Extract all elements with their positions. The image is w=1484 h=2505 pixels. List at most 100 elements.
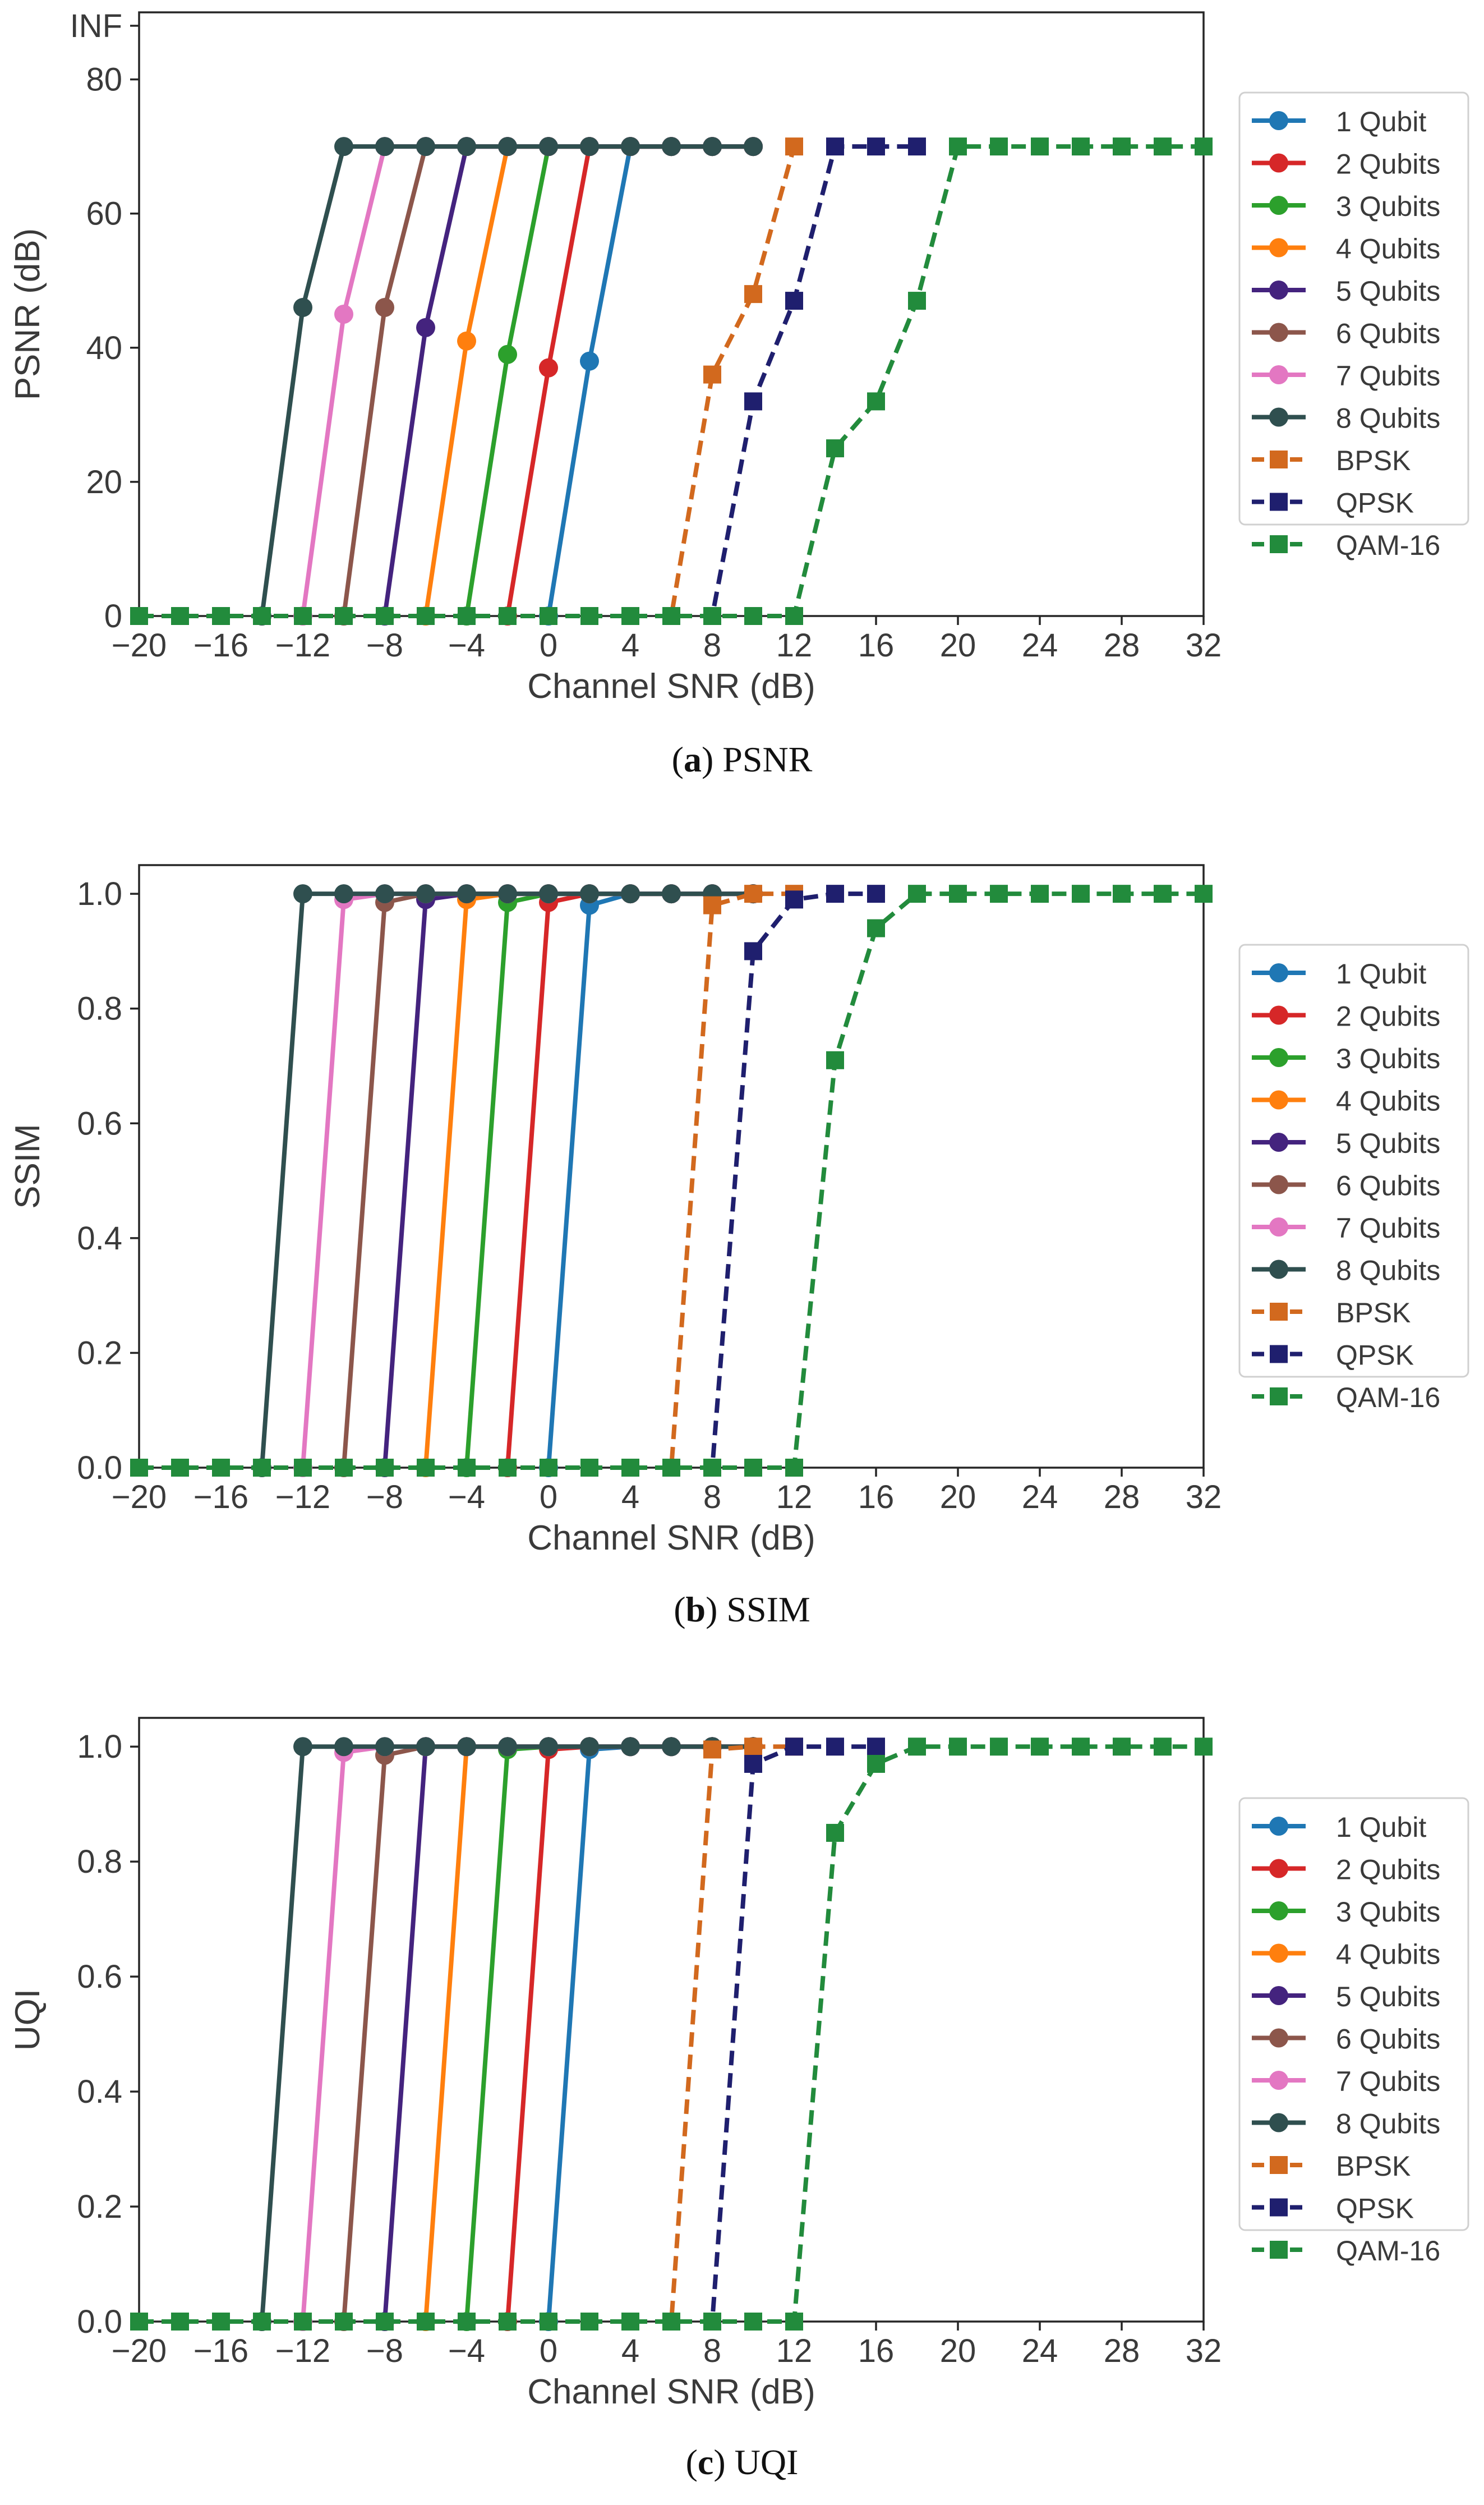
data-point-qam-16 <box>1195 137 1213 156</box>
data-point-8-qubits <box>334 137 353 157</box>
data-point-qam-16 <box>621 1459 639 1477</box>
legend-marker-7-qubits <box>1269 2071 1288 2090</box>
legend-label-2-qubits: 2 Qubits <box>1336 1854 1440 1886</box>
data-point-qam-16 <box>744 2313 762 2331</box>
legend-marker-3-qubits <box>1269 1901 1288 1920</box>
legend-label-qpsk: QPSK <box>1336 2193 1414 2224</box>
legend-label-8-qubits: 8 Qubits <box>1336 2108 1440 2140</box>
data-point-qam-16 <box>949 137 967 156</box>
x-tick-label: 20 <box>940 2333 976 2369</box>
series-line-bpsk <box>139 1744 794 2324</box>
legend-label-3-qubits: 3 Qubits <box>1336 191 1440 222</box>
legend-label-7-qubits: 7 Qubits <box>1336 360 1440 392</box>
data-point-qam-16 <box>540 607 557 625</box>
data-point-8-qubits <box>416 137 435 157</box>
caption-text: PSNR <box>713 739 812 779</box>
legend-label-3-qubits: 3 Qubits <box>1336 1896 1440 1928</box>
legend-label-bpsk: BPSK <box>1336 445 1411 476</box>
x-tick-label: 4 <box>621 2333 639 2369</box>
x-tick-label: −8 <box>366 627 403 664</box>
x-tick-label: 12 <box>776 1479 813 1515</box>
legend: 1 Qubit 2 Qubits 3 Qubits 4 Qubits 5 Qubits 6… <box>1238 91 1469 561</box>
legend-marker-4-qubits <box>1269 1090 1288 1110</box>
data-point-qam-16 <box>990 1738 1008 1756</box>
x-axis-label: Channel SNR (dB) <box>527 667 815 706</box>
data-point-qam-16 <box>826 439 844 458</box>
legend-label-7-qubits: 7 Qubits <box>1336 1212 1440 1244</box>
data-point-qam-16 <box>1072 1738 1090 1756</box>
x-tick-label: 20 <box>940 627 976 664</box>
chart-panel-a: −20 −16 −12 −8 −4 0 4 8 12 16 20 24 28 32 0 20 40 60 80 INF… <box>8 8 1469 779</box>
data-point-qam-16 <box>499 2313 517 2331</box>
x-tick-label: 16 <box>858 1479 895 1515</box>
legend-label-2-qubits: 2 Qubits <box>1336 149 1440 180</box>
legend-label-5-qubits: 5 Qubits <box>1336 1981 1440 2012</box>
y-tick-label: 1.0 <box>77 1729 122 1765</box>
data-point-qam-16 <box>212 1459 230 1477</box>
data-point-8-qubits <box>539 884 558 904</box>
data-point-5-qubits <box>416 318 435 337</box>
data-point-qam-16 <box>1154 885 1172 903</box>
y-tick-label: 0.6 <box>77 1959 122 1995</box>
data-point-qam-16 <box>335 607 353 625</box>
data-point-qam-16 <box>1113 1738 1131 1756</box>
x-tick-label: 24 <box>1022 2333 1058 2369</box>
data-point-bpsk <box>744 285 762 304</box>
data-point-qam-16 <box>335 1459 353 1477</box>
data-point-8-qubits <box>621 137 640 157</box>
series-line-7-qubits <box>301 144 753 617</box>
series-line-2-qubits <box>505 891 753 1468</box>
data-point-qam-16 <box>1154 1738 1172 1756</box>
x-tick-label: −16 <box>193 1479 248 1515</box>
x-tick-label: 28 <box>1104 1479 1140 1515</box>
data-point-qam-16 <box>1154 137 1172 156</box>
legend-marker-2-qubits <box>1269 1859 1288 1878</box>
data-point-7-qubits <box>334 305 353 324</box>
data-point-qpsk <box>826 885 844 903</box>
data-point-qam-16 <box>867 392 885 411</box>
data-point-qam-16 <box>212 2313 230 2331</box>
plot-area <box>130 137 1213 626</box>
chart-panel-b: −20 −16 −12 −8 −4 0 4 8 12 16 20 24 28 32 0.0 0.2 0.4 0.6… <box>8 864 1469 1629</box>
data-point-qam-16 <box>499 607 517 625</box>
chart-panel-c: −20 −16 −12 −8 −4 0 4 8 12 16 20 24 28 32 0.0 0.2 0.4 0.6… <box>8 1717 1469 2482</box>
y-tick-label: 0.4 <box>77 2074 122 2110</box>
data-point-qam-16 <box>1031 885 1049 903</box>
y-tick-label: 0.6 <box>77 1105 122 1142</box>
legend-marker-6-qubits <box>1269 2028 1288 2048</box>
data-point-8-qubits <box>416 884 435 904</box>
x-tick-label: −4 <box>448 2333 485 2369</box>
data-point-qpsk <box>908 137 926 156</box>
data-point-qam-16 <box>990 137 1008 156</box>
data-point-qam-16 <box>335 2313 353 2331</box>
data-point-qpsk <box>744 942 762 960</box>
data-point-8-qubits <box>580 137 599 157</box>
legend-marker-bpsk <box>1270 2156 1288 2174</box>
y-tick-label: 60 <box>86 196 122 232</box>
series-line-qpsk <box>139 1744 876 2324</box>
data-point-qam-16 <box>294 1459 312 1477</box>
data-point-1-qubit <box>580 351 599 371</box>
x-tick-label: 24 <box>1022 1479 1058 1515</box>
data-point-qam-16 <box>785 607 803 625</box>
x-tick-label: 32 <box>1186 627 1222 664</box>
legend-label-5-qubits: 5 Qubits <box>1336 275 1440 307</box>
legend-marker-qpsk <box>1270 2198 1288 2217</box>
x-tick-label: 24 <box>1022 627 1058 664</box>
legend-marker-8-qubits <box>1269 407 1288 427</box>
data-point-8-qubits <box>498 137 517 157</box>
data-point-8-qubits <box>662 137 681 157</box>
data-point-qam-16 <box>662 1459 680 1477</box>
data-point-qam-16 <box>580 2313 598 2331</box>
data-point-qam-16 <box>458 1459 476 1477</box>
x-tick-label: 16 <box>858 627 895 664</box>
x-tick-label: −8 <box>366 1479 403 1515</box>
data-point-qam-16 <box>417 1459 435 1477</box>
x-tick-label: 0 <box>540 1479 557 1515</box>
data-point-qpsk <box>867 1738 885 1756</box>
data-point-qam-16 <box>417 2313 435 2331</box>
series-line-bpsk <box>139 146 796 618</box>
legend-marker-3-qubits <box>1269 1048 1288 1067</box>
legend-marker-5-qubits <box>1269 1986 1288 2005</box>
data-point-qam-16 <box>867 919 885 937</box>
